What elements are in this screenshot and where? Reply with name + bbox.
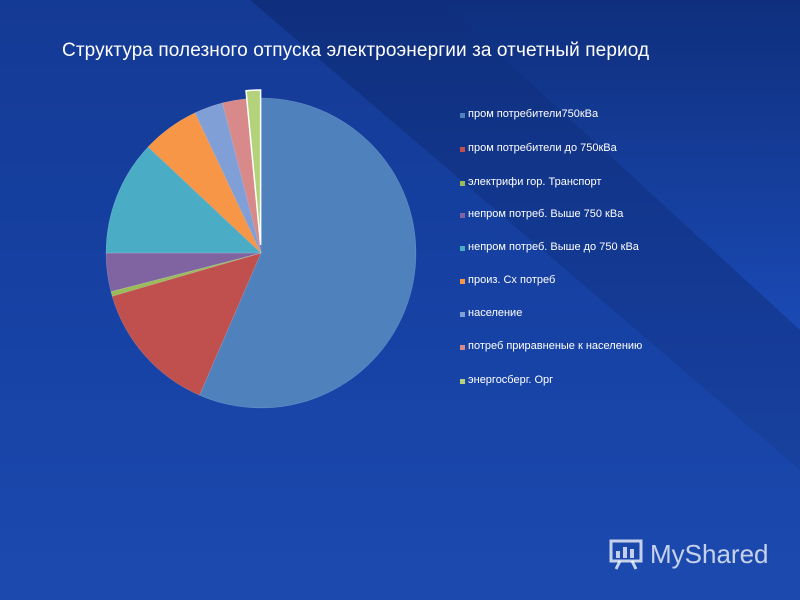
pie-slice-4 — [105, 252, 262, 292]
pie-slice-7 — [194, 102, 262, 254]
legend-swatch — [460, 279, 465, 284]
pie-slice-5 — [105, 146, 262, 254]
legend-item-6: произ. Сх потреб — [460, 274, 660, 287]
legend-label: пром потребители750кВа — [468, 108, 599, 120]
pie-slice-6 — [147, 112, 262, 254]
legend-label: потреб приравненые к населению — [468, 340, 643, 352]
legend-swatch — [460, 181, 465, 186]
legend-label: пром потребители до 750кВа — [468, 142, 617, 154]
chart-board-icon — [609, 539, 643, 570]
pie-slice-1 — [199, 97, 417, 409]
legend-swatch — [460, 312, 465, 317]
legend-swatch — [460, 213, 465, 218]
legend-label: энергосберг. Орг — [468, 374, 554, 386]
watermark: MyShared — [608, 536, 769, 572]
legend-swatch — [460, 379, 465, 384]
legend-item-5: непром потреб. Выше до 750 кВа — [460, 241, 660, 254]
legend-swatch — [460, 246, 465, 251]
legend-swatch — [460, 113, 465, 118]
slide-title: Структура полезного отпуска электроэнерг… — [62, 40, 650, 61]
legend-item-7: население — [460, 307, 660, 320]
legend-item-9: энергосберг. Орг — [460, 374, 660, 387]
legend-item-2: пром потребители до 750кВа — [460, 142, 660, 155]
pie-slice-9 — [245, 89, 262, 246]
legend-item-1: пром потребители750кВа — [460, 108, 660, 121]
legend-swatch — [460, 147, 465, 152]
legend-item-3: электрифи гор. Транспорт — [460, 176, 660, 189]
legend-swatch — [460, 345, 465, 350]
legend-label: непром потреб. Выше 750 кВа — [468, 208, 624, 220]
legend-item-8: потреб приравненые к населению — [460, 340, 660, 353]
legend-item-4: непром потреб. Выше 750 кВа — [460, 208, 660, 221]
pie-slice-3 — [110, 252, 262, 297]
legend-label: произ. Сх потреб — [468, 274, 556, 286]
pie-slice-2 — [111, 252, 262, 396]
legend-label: электрифи гор. Транспорт — [468, 176, 602, 188]
legend-label: население — [468, 307, 523, 319]
legend-label: непром потреб. Выше до 750 кВа — [468, 241, 639, 253]
watermark-text: MyShared — [650, 538, 769, 569]
